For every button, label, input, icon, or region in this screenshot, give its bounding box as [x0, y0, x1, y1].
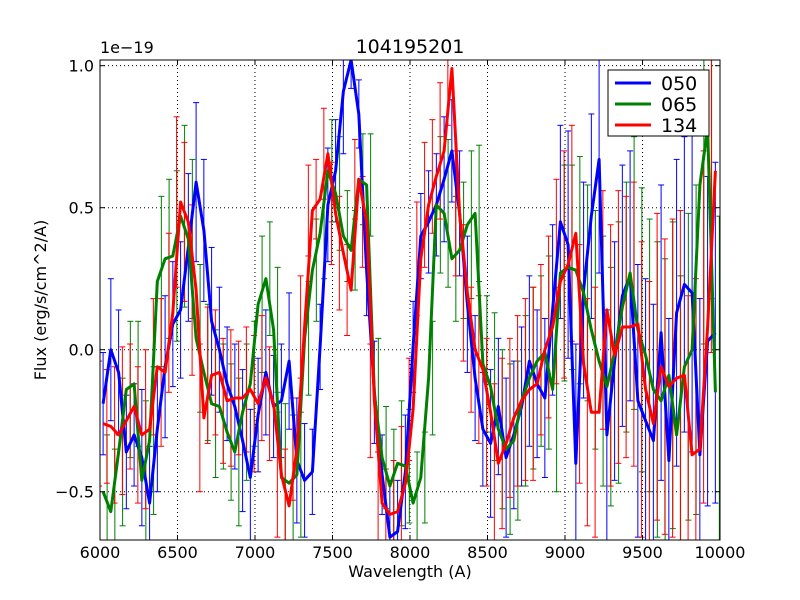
x-tick-label: 6000 [80, 543, 121, 562]
error-bar-134 [421, 141, 428, 268]
error-bar-134 [398, 425, 405, 540]
error-bar-134 [165, 232, 172, 393]
x-tick-label: 7000 [235, 543, 276, 562]
error-bar-134 [537, 263, 544, 436]
y-tick-label: −0.5 [55, 483, 94, 502]
y-axis-label: Flux (erg/s/cm^2/A) [31, 220, 50, 381]
chart-title: 104195201 [356, 36, 465, 58]
error-bar-134 [561, 150, 568, 379]
error-bar-134 [127, 343, 134, 470]
y-tick-label: 0.0 [69, 341, 94, 360]
error-bar-134 [483, 337, 490, 487]
error-bar-134 [258, 315, 265, 442]
x-tick-label: 6500 [157, 543, 198, 562]
error-bar-134 [607, 224, 614, 487]
error-bar-050 [348, 60, 355, 89]
x-axis-ticks: 6000 6500 7000 7500 8000 8500 9000 9500 10000 [80, 60, 746, 562]
y-tick-label: 1.0 [69, 57, 94, 76]
x-tick-label: 9000 [545, 543, 586, 562]
y-axis-scale-note: 1e−19 [100, 38, 154, 57]
error-bar-134 [530, 286, 537, 481]
error-bar-134 [646, 281, 653, 540]
x-tick-label: 7500 [312, 543, 353, 562]
error-bar-065 [266, 221, 273, 337]
y-axis-ticks: −0.5 0.0 0.5 1.0 [55, 57, 720, 502]
y-tick-label: 0.5 [69, 199, 94, 218]
error-bar-134 [654, 212, 661, 521]
error-bar-134 [100, 360, 103, 487]
error-bar-134 [266, 346, 273, 461]
error-bar-134 [220, 337, 227, 464]
x-axis-label: Wavelength (A) [348, 562, 471, 581]
x-tick-label: 8500 [467, 543, 508, 562]
legend-label-065: 065 [661, 94, 697, 116]
x-tick-label: 10000 [695, 543, 746, 562]
x-tick-label: 8000 [390, 543, 431, 562]
error-bar-134 [514, 315, 521, 487]
series-line-134 [102, 67, 717, 516]
legend-label-134: 134 [661, 115, 697, 137]
series-lines [101, 60, 717, 539]
error-bar-134 [638, 241, 645, 538]
error-bar-134 [685, 295, 692, 540]
error-bar-134 [545, 235, 552, 419]
error-bar-065 [716, 215, 720, 540]
series-line-050 [101, 60, 717, 539]
error-bar-134 [158, 298, 165, 447]
series-line-065 [101, 126, 717, 514]
legend-label-050: 050 [661, 73, 697, 95]
error-bar-134 [506, 337, 513, 498]
error-bar-134 [282, 448, 289, 540]
error-bar-065 [414, 451, 421, 540]
x-tick-label: 9500 [622, 543, 663, 562]
error-bar-134 [499, 357, 506, 530]
